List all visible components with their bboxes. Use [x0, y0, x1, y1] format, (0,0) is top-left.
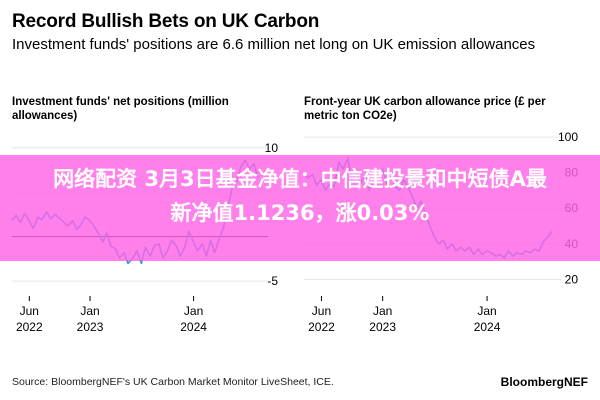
right-panel-title: Front-year UK carbon allowance price (£ … [304, 96, 546, 122]
right-ytick-label: 20 [565, 272, 579, 286]
source-note: Source: BloombergNEF's UK Carbon Market … [12, 376, 334, 388]
left-xtick-month: Jan [184, 304, 203, 318]
right-xtick-month: Jun [312, 304, 331, 318]
right-xtick-year: 2022 [308, 320, 335, 334]
right-xtick-year: 2023 [369, 320, 396, 334]
left-xtick-month: Jun [20, 304, 39, 318]
left-xtick-year: 2022 [16, 320, 43, 334]
left-xtick-year: 2024 [180, 320, 207, 334]
overlay-line-2: 新净值1.1236，涨0.03% [170, 201, 430, 225]
left-xtick-year: 2023 [77, 320, 104, 334]
left-xtick-month: Jan [80, 304, 99, 318]
overlay-line-1: 网络配资 3月3日基金净值：中信建投景和中短债A最 [53, 167, 547, 191]
overlay-banner [0, 155, 600, 261]
right-ytick-label: 100 [558, 130, 578, 144]
chart-title: Record Bullish Bets on UK Carbon [12, 11, 320, 32]
right-xtick-month: Jan [477, 304, 496, 318]
chart-subtitle: Investment funds' positions are 6.6 mill… [12, 36, 536, 53]
brand-logo: BloombergNEF [500, 375, 588, 389]
right-xtick-month: Jan [373, 304, 392, 318]
right-xtick-year: 2024 [474, 320, 501, 334]
left-panel-title: Investment funds' net positions (million… [12, 96, 229, 122]
left-ytick-label: -5 [267, 274, 278, 288]
left-ytick-label: 10 [265, 141, 279, 155]
overlay-text: 网络配资 3月3日基金净值：中信建投景和中短债A最 新净值1.1236，涨0.0… [0, 162, 600, 230]
